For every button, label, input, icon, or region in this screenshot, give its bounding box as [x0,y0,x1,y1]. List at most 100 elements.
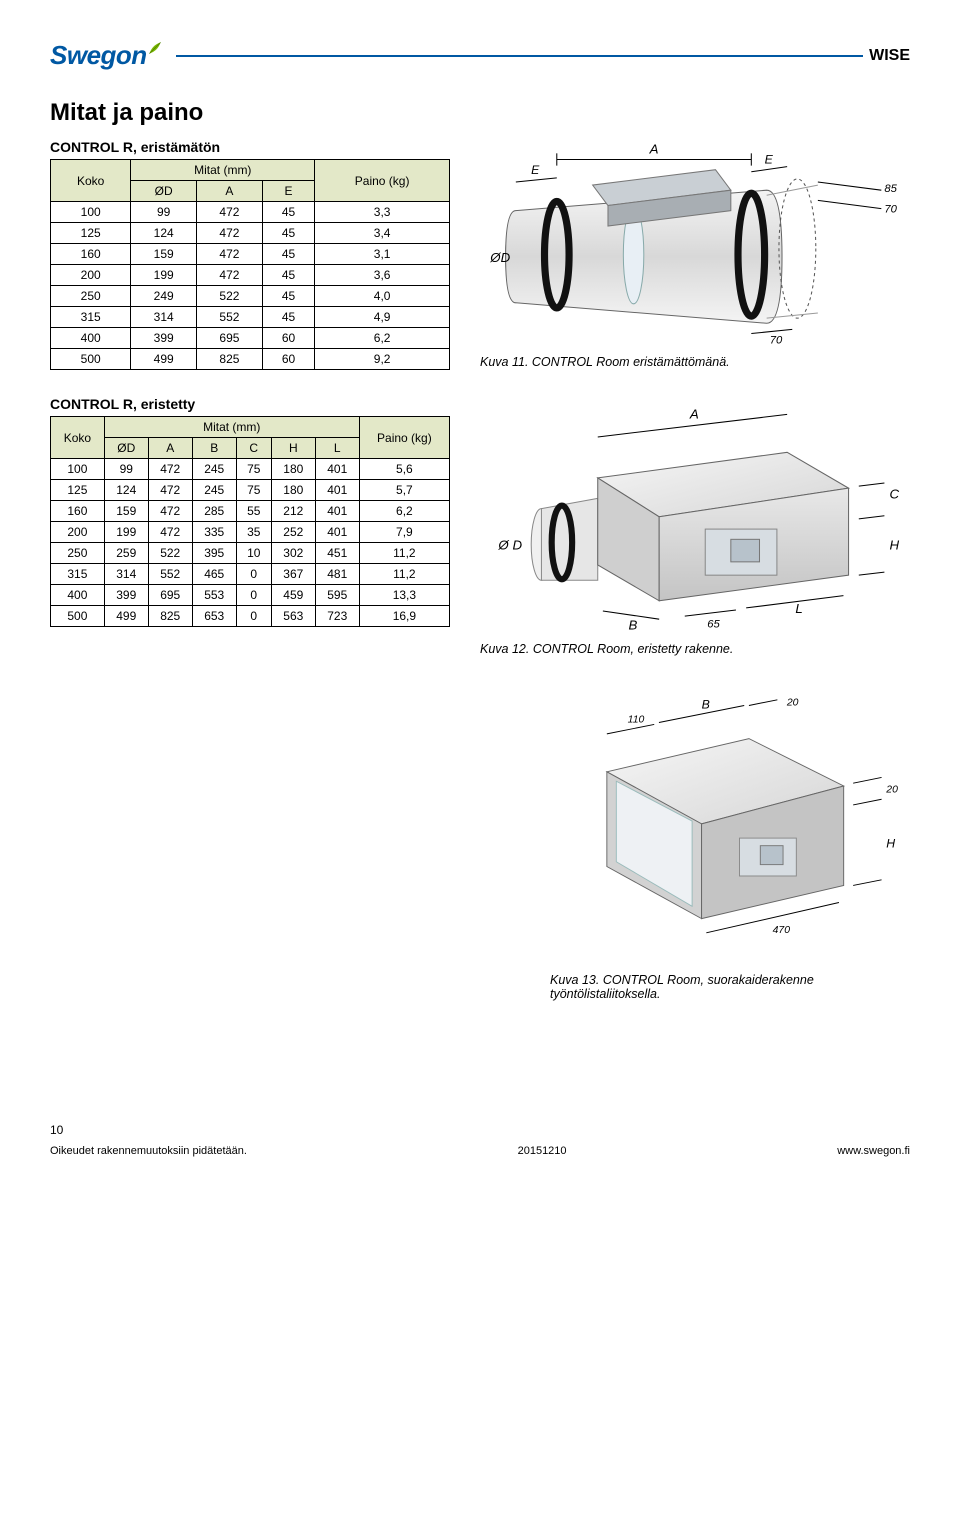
table-row: 10099472453,3 [51,202,450,223]
table-cell: 13,3 [359,585,449,606]
figure-13-caption: Kuva 13. CONTROL Room, suorakaiderakenne… [550,973,910,1001]
table-cell: 314 [131,307,197,328]
table-cell: 3,3 [315,202,450,223]
table-cell: 0 [236,606,271,627]
table-cell: 465 [192,564,236,585]
table-cell: 401 [315,501,359,522]
table-cell: 199 [104,522,148,543]
svg-text:B: B [702,698,710,712]
table-cell: 499 [131,349,197,370]
svg-text:70: 70 [770,335,783,344]
table-cell: 472 [197,223,263,244]
table-cell: 825 [197,349,263,370]
table-cell: 499 [104,606,148,627]
brand-logo: Swegon [50,40,162,71]
table-cell: 472 [148,501,192,522]
table-cell: 45 [262,202,314,223]
col2-paino: Paino (kg) [359,417,449,459]
table2-heading: CONTROL R, eristetty [50,396,450,412]
table-cell: 159 [104,501,148,522]
table-cell: 11,2 [359,564,449,585]
figure-12-diagram: A C H B 65 L Ø D [480,396,910,631]
svg-text:110: 110 [628,715,645,726]
table-cell: 45 [262,286,314,307]
figure-12-caption: Kuva 12. CONTROL Room, eristetty rakenne… [480,642,910,656]
table-cell: 125 [51,223,131,244]
table-cell: 500 [51,349,131,370]
table-row: 200199472453,6 [51,265,450,286]
table-cell: 200 [51,522,105,543]
header-product: WISE [869,47,910,65]
table-cell: 160 [51,244,131,265]
table-cell: 60 [262,349,314,370]
svg-text:Ø D: Ø D [497,538,522,553]
table-cell: 302 [271,543,315,564]
col-od: ØD [131,181,197,202]
table-row: 400399695553045959513,3 [51,585,450,606]
table-cell: 9,2 [315,349,450,370]
table-cell: 0 [236,564,271,585]
table-cell: 399 [104,585,148,606]
col2-b: B [192,438,236,459]
table-cell: 472 [197,244,263,265]
table-cell: 45 [262,223,314,244]
table-cell: 259 [104,543,148,564]
table-cell: 212 [271,501,315,522]
table-cell: 45 [262,244,314,265]
svg-text:20: 20 [786,698,799,709]
svg-text:A: A [689,407,699,422]
table-cell: 99 [104,459,148,480]
col-koko: Koko [51,160,131,202]
table-cell: 595 [315,585,359,606]
table-cell: 160 [51,501,105,522]
col-a: A [197,181,263,202]
table-cell: 75 [236,480,271,501]
col2-od: ØD [104,438,148,459]
table-cell: 180 [271,480,315,501]
col2-a: A [148,438,192,459]
leaf-icon [148,41,162,55]
table-cell: 99 [131,202,197,223]
brand-name: Swegon [50,40,147,71]
table-cell: 395 [192,543,236,564]
table-cell: 60 [262,328,314,349]
svg-text:20: 20 [885,785,898,796]
page-footer: Oikeudet rakennemuutoksiin pidätetään. 2… [50,1141,910,1157]
svg-text:E: E [531,163,540,177]
table-cell: 285 [192,501,236,522]
table-cell: 522 [197,286,263,307]
table-cell: 250 [51,543,105,564]
table-row: 10099472245751804015,6 [51,459,450,480]
table-cell: 695 [197,328,263,349]
table-cell: 3,1 [315,244,450,265]
col-paino: Paino (kg) [315,160,450,202]
col2-h: H [271,438,315,459]
table-cell: 400 [51,585,105,606]
table-cell: 472 [148,480,192,501]
table-cell: 3,4 [315,223,450,244]
footer-left: Oikeudet rakennemuutoksiin pidätetään. [50,1145,247,1157]
table-cell: 245 [192,459,236,480]
table-cell: 6,2 [315,328,450,349]
table-cell: 100 [51,459,105,480]
table-cell: 6,2 [359,501,449,522]
table-cell: 35 [236,522,271,543]
table-cell: 401 [315,480,359,501]
table-row: 125124472245751804015,7 [51,480,450,501]
table-row: 315314552465036748111,2 [51,564,450,585]
figure-11-diagram: A E E ØD 70 85 70 [480,139,910,344]
table-cell: 55 [236,501,271,522]
table-cell: 314 [104,564,148,585]
page-header: Swegon WISE [50,40,910,71]
page-title: Mitat ja paino [50,99,910,127]
table-cell: 400 [51,328,131,349]
table-cell: 200 [51,265,131,286]
table-cell: 451 [315,543,359,564]
table-cell: 401 [315,459,359,480]
table-cell: 180 [271,459,315,480]
table-cell: 7,9 [359,522,449,543]
table-cell: 159 [131,244,197,265]
header-rule [176,55,863,57]
table-cell: 5,6 [359,459,449,480]
table-cell: 10 [236,543,271,564]
